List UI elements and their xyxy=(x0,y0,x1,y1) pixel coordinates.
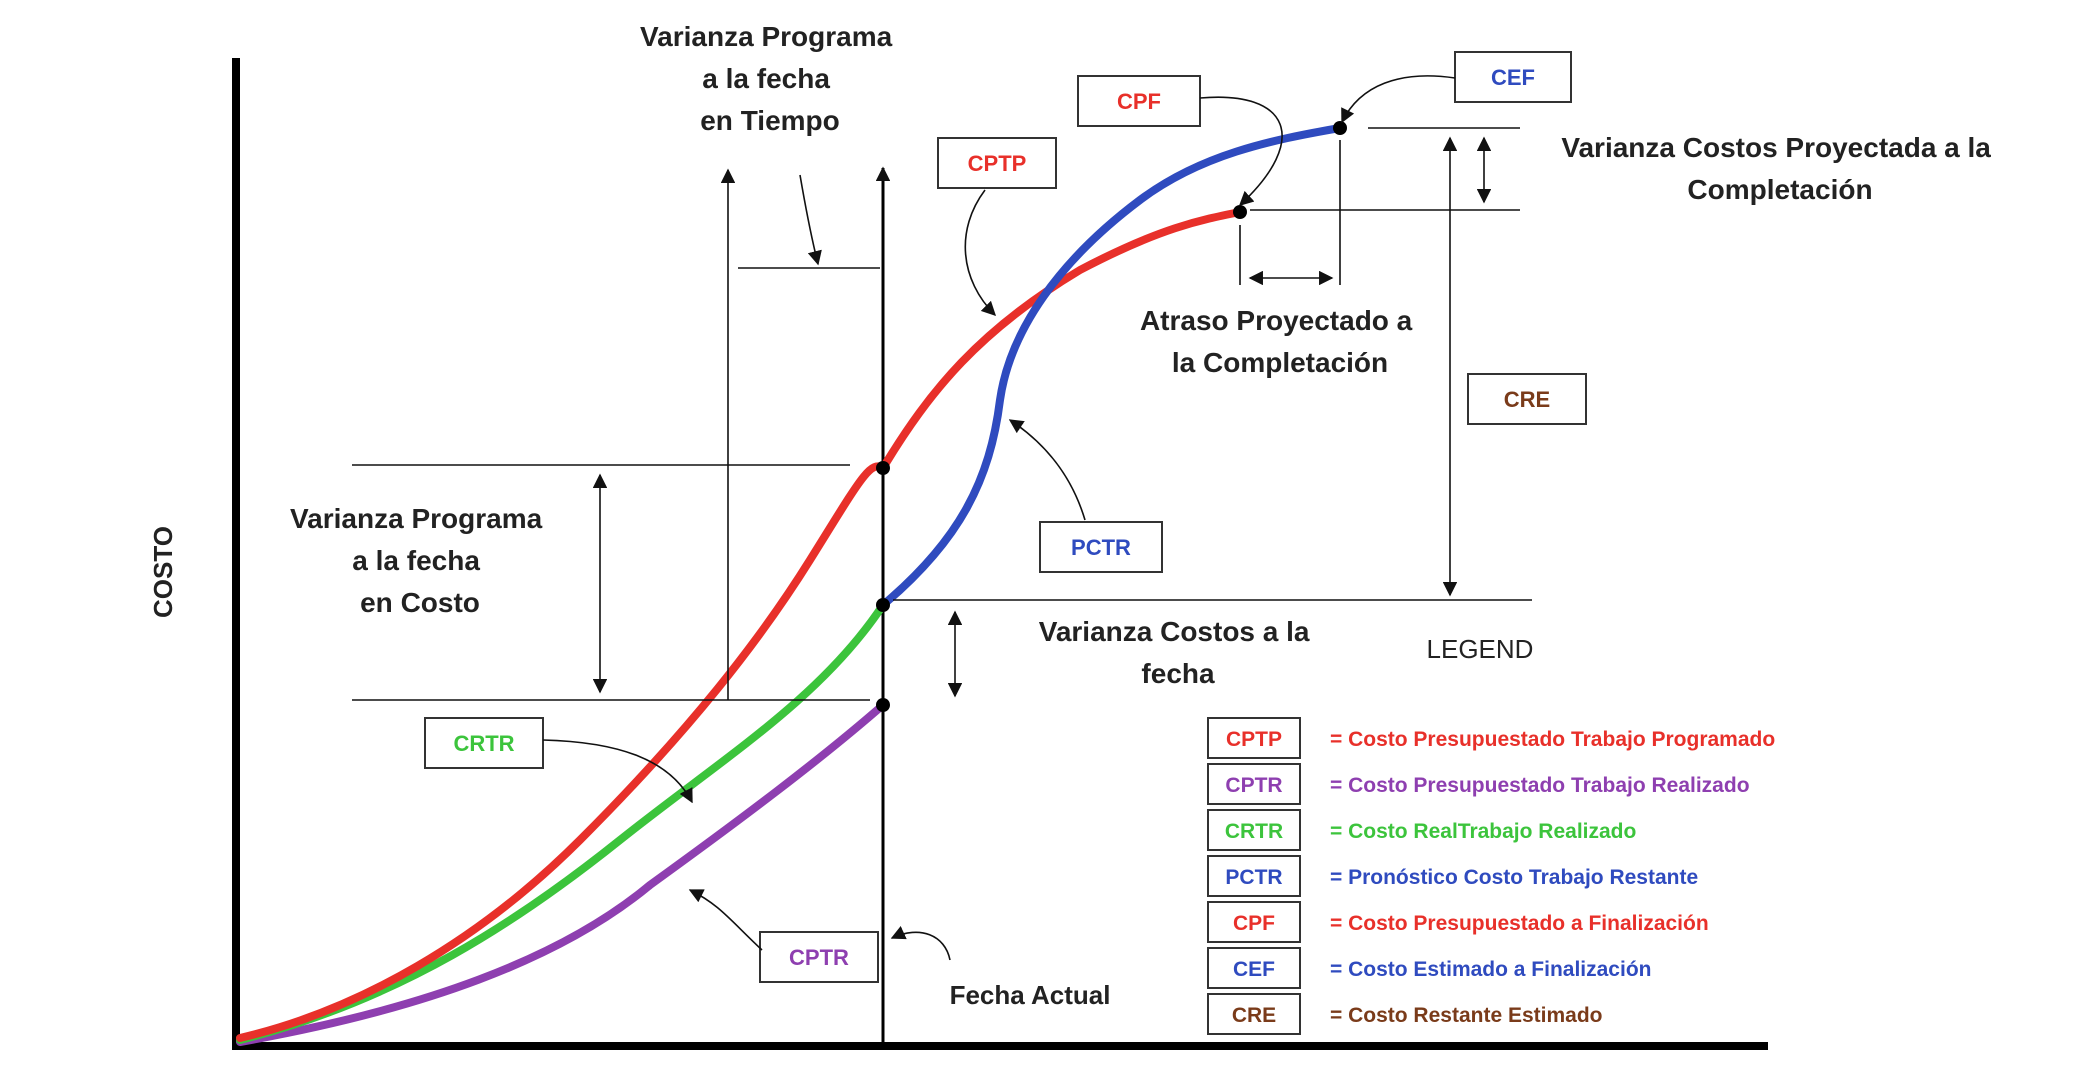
cptr-current-point xyxy=(876,698,890,712)
cv-date-label: Varianza Costos a la fecha xyxy=(1039,616,1318,689)
legend-code-box xyxy=(1207,809,1301,851)
legend-row-cre: CRE = Costo Restante Estimado xyxy=(1207,993,1602,1035)
callout-cpf-text: CPF xyxy=(1117,89,1161,114)
legend-code: PCTR xyxy=(1225,866,1282,889)
legend-code-box xyxy=(1207,855,1301,897)
legend-code: CPTR xyxy=(1225,774,1282,797)
legend-code: CRTR xyxy=(1225,820,1283,843)
legend-code-box xyxy=(1207,901,1301,943)
callout-crtr-pointer xyxy=(542,739,693,804)
legend-code-box xyxy=(1207,993,1301,1035)
callout-cptr-pointer xyxy=(688,889,763,951)
callout-cpf-pointer xyxy=(1199,96,1283,206)
legend-code: CPF xyxy=(1233,912,1275,935)
cpf-point xyxy=(1233,205,1247,219)
legend: LEGEND CPTP = Costo Presupuestado Trabajo… xyxy=(1207,634,1775,1035)
legend-row-cpf: CPF = Costo Presupuestado a Finalización xyxy=(1207,901,1709,943)
callout-cef-text: CEF xyxy=(1491,65,1535,90)
cptp-current-point xyxy=(876,461,890,475)
callout-pctr-text: PCTR xyxy=(1071,535,1131,560)
crtr-current-point xyxy=(876,598,890,612)
callout-cptr-text: CPTR xyxy=(789,945,849,970)
legend-code-box xyxy=(1207,947,1301,989)
legend-code: CPTP xyxy=(1226,728,1282,751)
legend-description: = Costo Estimado a Finalización xyxy=(1330,958,1651,981)
cptr-curve xyxy=(236,701,887,1046)
callout-crtr: CRTR xyxy=(424,717,693,804)
legend-description: = Costo Restante Estimado xyxy=(1330,1004,1602,1027)
legend-code: CRE xyxy=(1232,1004,1276,1027)
legend-row-pctr: PCTR = Pronóstico Costo Trabajo Restante xyxy=(1207,855,1698,897)
callout-cptr: CPTR xyxy=(688,889,879,983)
legend-description: = Pronóstico Costo Trabajo Restante xyxy=(1330,866,1698,889)
delay-projected-label: Atraso Proyectado a la Completación xyxy=(1140,305,1420,378)
callout-cptp: CPTP xyxy=(937,137,1057,317)
callout-crtr-text: CRTR xyxy=(453,731,514,756)
cv-projected-label: Varianza Costos Proyectada a la Completa… xyxy=(1561,132,1998,205)
legend-items: CPTP = Costo Presupuestado Trabajo Progra… xyxy=(1207,717,1775,1035)
legend-description: = Costo Presupuestado a Finalización xyxy=(1330,912,1709,935)
legend-row-cef: CEF = Costo Estimado a Finalización xyxy=(1207,947,1651,989)
legend-row-cptp: CPTP = Costo Presupuestado Trabajo Progra… xyxy=(1207,717,1775,759)
legend-description: = Costo Presupuestado Trabajo Realizado xyxy=(1330,774,1750,797)
callout-cpf: CPF xyxy=(1077,75,1283,206)
legend-row-crtr: CRTR = Costo RealTrabajo Realizado xyxy=(1207,809,1636,851)
legend-code: CEF xyxy=(1233,958,1275,981)
callout-cre: CRE xyxy=(1467,373,1587,425)
legend-row-cptr: CPTR = Costo Presupuestado Trabajo Realiz… xyxy=(1207,763,1750,805)
current-date-pointer xyxy=(890,926,951,961)
sv-time-pointer xyxy=(799,174,822,266)
legend-code-box xyxy=(1207,717,1301,759)
callout-cef: CEF xyxy=(1341,51,1572,124)
legend-title: LEGEND xyxy=(1427,634,1534,664)
callout-cptp-pointer xyxy=(964,189,997,317)
cef-point xyxy=(1333,121,1347,135)
callout-cef-pointer xyxy=(1341,75,1456,124)
callout-pctr-pointer xyxy=(1008,419,1086,521)
cptp-curve xyxy=(236,208,1244,1042)
sv-time-label: Varianza Programa a la fecha en Tiempo xyxy=(640,21,900,136)
legend-description: = Costo RealTrabajo Realizado xyxy=(1330,820,1636,843)
legend-description: = Costo Presupuestado Trabajo Programado xyxy=(1330,728,1775,751)
callout-pctr: PCTR xyxy=(1008,419,1163,573)
current-date-label: Fecha Actual xyxy=(950,980,1111,1010)
pctr-curve xyxy=(879,124,1344,609)
callout-cptp-text: CPTP xyxy=(968,151,1027,176)
y-axis-label: COSTO xyxy=(148,526,178,618)
sv-cost-label: Varianza Programa a la fecha en Costo xyxy=(290,503,550,618)
crtr-curve xyxy=(236,601,887,1044)
callout-cre-text: CRE xyxy=(1504,387,1550,412)
legend-code-box xyxy=(1207,763,1301,805)
